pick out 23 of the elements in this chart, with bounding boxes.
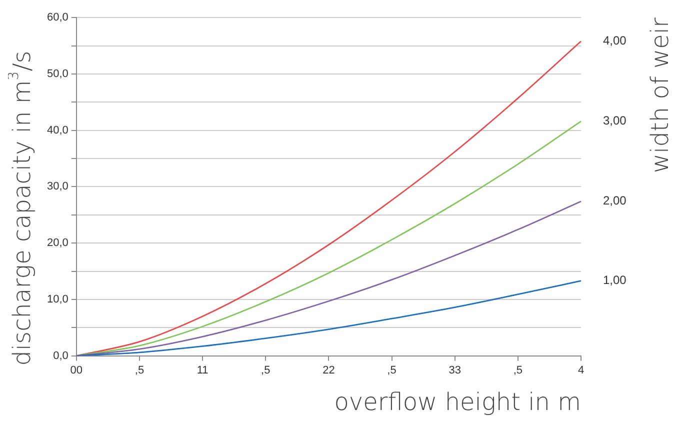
- y-tick-label: 30,0: [46, 180, 68, 193]
- x-tick-label: 00: [70, 364, 83, 376]
- x-tick-label: 22: [322, 364, 335, 376]
- series-label: 2,00: [603, 194, 627, 208]
- x-tick-label: 11: [196, 364, 208, 376]
- x-tick-label: ,5: [387, 364, 396, 376]
- x-tick-label: ,5: [261, 364, 270, 376]
- x-tick-label: 4: [578, 364, 584, 376]
- series-label: 3,00: [603, 114, 627, 128]
- y-tick-label: 60,0: [46, 12, 68, 24]
- y-tick-label: 10,0: [46, 293, 68, 306]
- y-tick-label: 20,0: [46, 237, 68, 250]
- y-tick-label: 40,0: [46, 124, 68, 136]
- y-tick-label: 0,0: [53, 350, 68, 362]
- x-tick-label: ,5: [513, 364, 523, 376]
- series-label: 4,00: [603, 34, 627, 48]
- x-axis-title: overflow height in m: [334, 388, 581, 416]
- x-tick-label: ,5: [134, 364, 144, 376]
- series-label: 1,00: [603, 273, 627, 288]
- y-tick-label: 50,0: [46, 68, 68, 80]
- y2-axis-title: width of weir: [646, 17, 674, 174]
- x-tick-label: 33: [448, 364, 461, 376]
- y-axis-title: discharge capacity in m3/s: [6, 50, 36, 366]
